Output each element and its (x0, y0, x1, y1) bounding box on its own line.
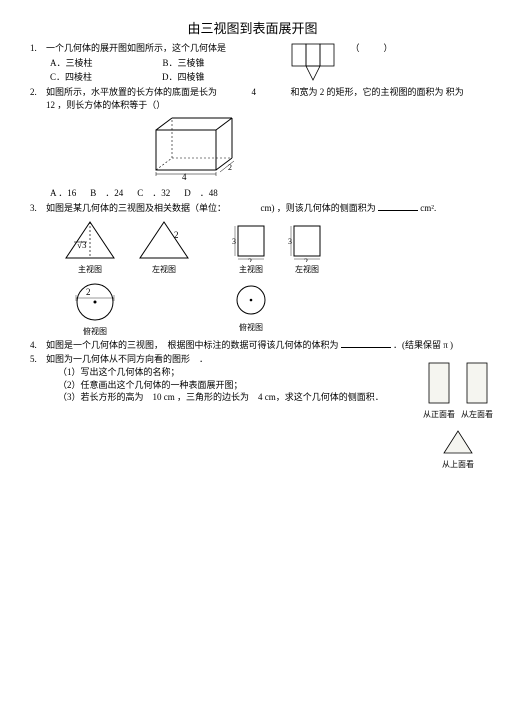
q1-figure (290, 42, 340, 82)
question-5: 5. 如图为一几何体从不同方向看的图形 ． （1）写出这个几何体的名称； （2）… (30, 353, 475, 403)
svg-text:2: 2 (174, 230, 179, 240)
q5-left-svg (463, 361, 491, 407)
q3-zhu-label: 主视图 (78, 264, 102, 275)
question-2: 2. 如图所示，水平放置的长方体的底面是长为 4 和宽为 2 的矩形，它的主视图… (30, 86, 475, 200)
q4-zhu-label: 主视图 (239, 264, 263, 275)
q3-figures: √3 主视图 2 左视图 2 俯视图 (60, 218, 475, 336)
q5-front-svg (425, 361, 453, 407)
q4-blank (341, 339, 391, 348)
q2-opt-b: B ．24 (90, 187, 123, 200)
q5-text: 如图为一几何体从不同方向看的图形 ． (46, 353, 475, 366)
q3-zhu-svg: √3 (60, 218, 120, 262)
svg-text:2: 2 (304, 257, 308, 262)
q3-zuo-label: 左视图 (152, 264, 176, 275)
q1-paren: （ ） (351, 43, 395, 53)
q1-text: 一个几何体的展开图如图所示，这个几何体是 (46, 43, 226, 53)
question-4: 4. 如图是一个几何体的三视图， 根据图中标注的数据可得该几何体的体积为 ．(结… (30, 339, 475, 352)
q3-text-b: ，则该几何体的侧面积为 (277, 203, 376, 213)
q1-opt-b: B．三棱锥 (163, 57, 205, 70)
question-3: 3. 如图是某几何体的三视图及相关数据（单位： cm) ，则该几何体的侧面积为 … (30, 202, 475, 215)
q3-fu-svg: 2 (64, 280, 126, 324)
q3-unit: cm) (261, 203, 275, 213)
q5-front-label: 从正面看 (423, 409, 455, 420)
svg-text:4: 4 (182, 172, 187, 182)
q2-opt-a: A ．16 (50, 187, 76, 200)
q4-text-b: ．(结果保留 π ) (393, 340, 453, 350)
q2-text-c: 的矩形，它的主视图的面积为 (327, 87, 444, 97)
q5-left-label: 从左面看 (461, 409, 493, 420)
q3-fu-label: 俯视图 (83, 326, 107, 337)
q2-text-a: 如图所示，水平放置的长方体的底面是长为 (46, 87, 217, 97)
q2-figure: 4 2 (146, 114, 475, 184)
q2-val12: 12 (46, 100, 55, 110)
q2-val2: 2 (320, 87, 325, 97)
q3-blank (378, 202, 418, 211)
q5-s2: （2）任意画出这个几何体的一种表面展开图； (46, 379, 475, 392)
svg-text:2: 2 (86, 287, 91, 297)
q4-num: 4. (30, 339, 46, 352)
q4-fu-label: 俯视图 (239, 322, 263, 333)
q2-text-d: ，则长方体的体积等于（） (57, 100, 165, 110)
svg-text:3: 3 (288, 237, 292, 246)
q1-opt-c: C．四棱柱 (50, 71, 92, 84)
q5-figures: 从正面看 从左面看 从上面看 (423, 361, 493, 469)
q5-num: 5. (30, 353, 46, 366)
q3-num: 3. (30, 202, 46, 215)
q1-num: 1. (30, 42, 46, 55)
svg-text:√3: √3 (77, 240, 87, 250)
q1-opt-a: A．三棱柱 (50, 57, 93, 70)
q3-zuo-svg: 2 (134, 218, 194, 262)
q4-zuo-label: 左视图 (295, 264, 319, 275)
q5-top-label: 从上面看 (442, 459, 474, 470)
q3-unit2: cm². (420, 203, 436, 213)
q4-text-a: 如图是一个几何体的三视图， 根据图中标注的数据可得该几何体的体积为 (46, 340, 339, 350)
q2-num: 2. (30, 86, 46, 99)
q4-fu-svg (228, 280, 274, 320)
q5-s3: （3）若长方形的高为 10 cm ，三角形的边长为 4 cm，求这个几何体的侧面… (46, 391, 475, 404)
q2-text-line2: 积为 (446, 87, 464, 97)
q2-val4: 4 (252, 87, 257, 97)
svg-text:2: 2 (248, 257, 252, 262)
question-1: 1. 一个几何体的展开图如图所示，这个几何体是 （ ） A．三棱柱 B．三棱锥 … (30, 42, 475, 84)
q2-opt-d: D ．48 (184, 187, 218, 200)
q5-top-svg (438, 427, 478, 457)
q4-zhu-svg: 3 2 (228, 218, 274, 262)
q5-s1: （1）写出这个几何体的名称； (46, 366, 475, 379)
svg-text:3: 3 (232, 237, 236, 246)
q2-text-b: 和宽为 (291, 87, 318, 97)
page-title: 由三视图到表面展开图 (30, 20, 475, 38)
q3-text-a: 如图是某几何体的三视图及相关数据（单位： (46, 203, 226, 213)
q4-zuo-svg: 3 2 (284, 218, 330, 262)
q2-opt-c: C ．32 (137, 187, 170, 200)
q1-opt-d: D．四棱锥 (162, 71, 205, 84)
